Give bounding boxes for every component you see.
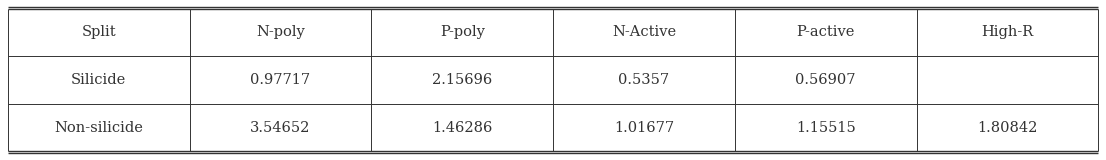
Text: Silicide: Silicide [71,73,126,87]
Text: N-Active: N-Active [612,25,676,39]
Text: 1.15515: 1.15515 [796,121,856,135]
Text: 1.01677: 1.01677 [614,121,674,135]
Text: High-R: High-R [981,25,1033,39]
Text: 1.46286: 1.46286 [432,121,492,135]
Text: N-poly: N-poly [257,25,305,39]
Text: Non-silicide: Non-silicide [54,121,144,135]
Text: 2.15696: 2.15696 [432,73,492,87]
Text: 3.54652: 3.54652 [250,121,311,135]
Text: 0.5357: 0.5357 [618,73,669,87]
Text: 0.97717: 0.97717 [250,73,311,87]
Text: P-poly: P-poly [440,25,484,39]
Text: P-active: P-active [796,25,855,39]
Text: Split: Split [82,25,116,39]
Text: 1.80842: 1.80842 [977,121,1037,135]
Text: 0.56907: 0.56907 [795,73,856,87]
